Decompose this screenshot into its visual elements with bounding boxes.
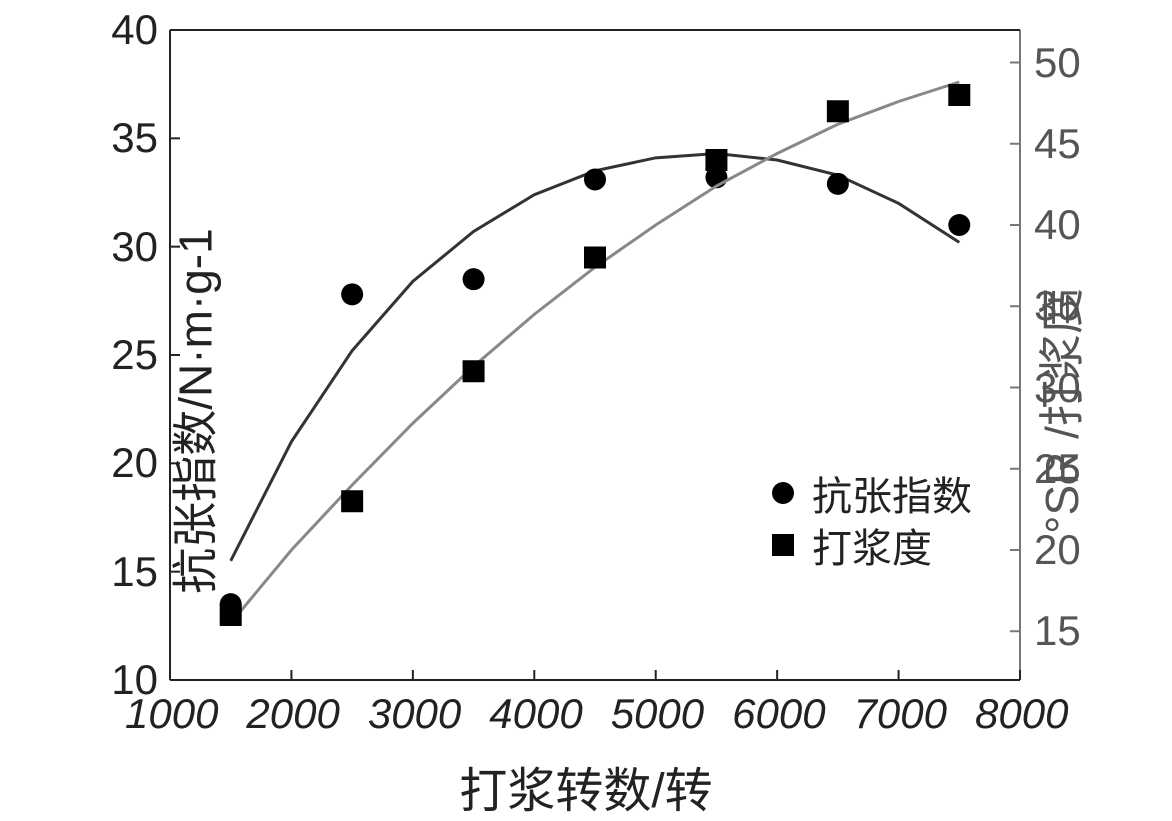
y-right-tick-label: 45 — [1034, 120, 1081, 168]
y-left-tick-label: 10 — [111, 656, 158, 704]
y-right-tick-label: 15 — [1034, 607, 1081, 655]
y-right-tick-label: 30 — [1034, 364, 1081, 412]
legend-marker-circle-icon — [772, 482, 794, 504]
y-left-tick-label: 25 — [111, 331, 158, 379]
x-tick-label: 4000 — [489, 690, 582, 738]
x-tick-label: 6000 — [732, 690, 825, 738]
y-right-tick-label: 25 — [1034, 445, 1081, 493]
legend-marker-square-icon — [772, 534, 794, 556]
legend-item: 抗张指数 — [772, 467, 972, 519]
legend-item: 打浆度 — [772, 519, 972, 571]
y-left-tick-label: 40 — [111, 6, 158, 54]
x-tick-label: 2000 — [246, 690, 339, 738]
legend: 抗张指数 打浆度 — [772, 467, 972, 571]
y-left-tick-label: 35 — [111, 114, 158, 162]
y-right-tick-label: 20 — [1034, 526, 1081, 574]
y-left-tick-label: 15 — [111, 548, 158, 596]
x-tick-label: 8000 — [975, 690, 1068, 738]
y-right-tick-label: 40 — [1034, 201, 1081, 249]
y-left-tick-label: 20 — [111, 439, 158, 487]
y-left-tick-label: 30 — [111, 223, 158, 271]
x-tick-label: 7000 — [854, 690, 947, 738]
legend-label: 抗张指数 — [812, 464, 972, 522]
y-left-axis-label: 抗张指数/N·m·g-1 — [160, 228, 226, 593]
legend-label: 打浆度 — [812, 516, 932, 574]
x-axis-label: 打浆转数/转 — [459, 751, 712, 821]
chart-container: 抗张指数/N·m·g-1 °SR /打浆度 打浆转数/转 抗张指数 打浆度 10… — [0, 0, 1172, 821]
y-right-tick-label: 50 — [1034, 39, 1081, 87]
x-tick-label: 5000 — [611, 690, 704, 738]
y-right-tick-label: 35 — [1034, 282, 1081, 330]
x-tick-label: 3000 — [368, 690, 461, 738]
